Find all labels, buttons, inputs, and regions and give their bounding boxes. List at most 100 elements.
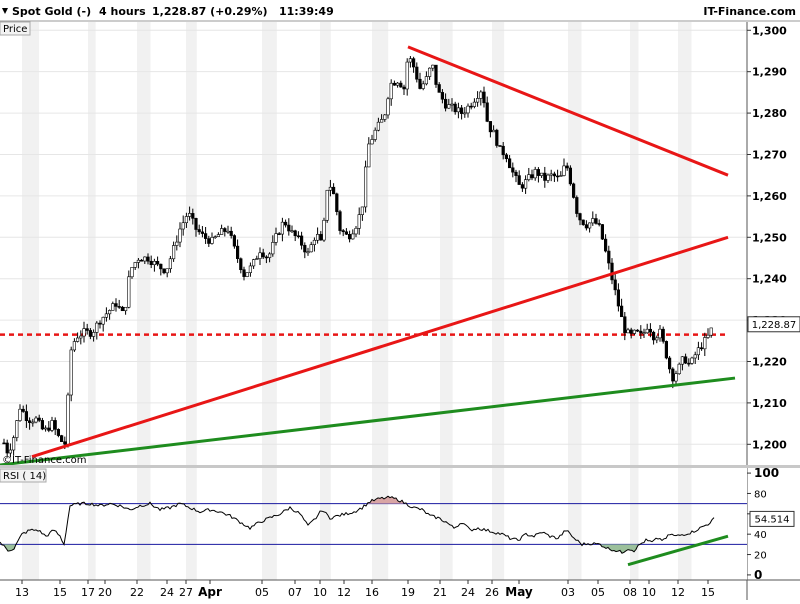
price-axis[interactable]: 1,2001,2101,2201,2301,2401,2501,2601,270…	[747, 24, 787, 451]
candle	[603, 234, 608, 253]
candle-body	[667, 357, 672, 370]
candle	[325, 189, 329, 223]
rsi-time-stripe	[678, 468, 692, 580]
candle	[674, 370, 678, 386]
candle-body	[664, 341, 668, 359]
candle-body	[59, 435, 64, 442]
candle-body	[603, 238, 608, 252]
time-tick-label: 15	[53, 586, 67, 599]
price-panel[interactable]: Price ©IT-Finance.com	[0, 21, 747, 467]
candle	[479, 90, 483, 106]
candle	[360, 206, 365, 221]
candle-body	[31, 421, 35, 424]
candle-body	[623, 316, 627, 334]
candle-body	[143, 256, 147, 262]
candle-body	[523, 179, 528, 189]
time-tick-label: 08	[623, 586, 637, 599]
candle-body	[114, 303, 118, 307]
candle	[696, 341, 700, 360]
candle	[623, 311, 627, 341]
candle	[12, 435, 16, 456]
candle	[108, 309, 112, 320]
candle-body	[162, 268, 166, 274]
candle-body	[536, 169, 540, 176]
time-axis[interactable]: 13 15 17 20 22 24 27 Apr 05 07 10 12 16 19 21 24 26 May 03…	[15, 580, 715, 599]
time-tick-label: 12	[337, 586, 351, 599]
candle	[175, 235, 179, 251]
candle-body	[610, 262, 614, 281]
candle-body	[108, 310, 112, 315]
candle-body	[258, 252, 262, 259]
candle	[482, 86, 486, 108]
candle-body	[290, 230, 294, 233]
candle	[344, 228, 349, 235]
candle-body	[111, 303, 115, 311]
chevron-down-icon[interactable]	[2, 8, 8, 14]
candle	[709, 327, 713, 338]
candle	[504, 152, 509, 163]
candle-body	[370, 139, 374, 145]
candle-body	[383, 114, 387, 120]
candle	[127, 270, 131, 309]
candle-body	[363, 166, 368, 208]
candle-body	[655, 337, 659, 341]
candle-body	[549, 173, 553, 176]
candle	[408, 56, 413, 68]
candle	[626, 327, 630, 334]
candle	[693, 351, 697, 364]
candle	[440, 89, 445, 104]
candle	[15, 420, 19, 442]
candle-body	[530, 174, 534, 179]
candle-body	[568, 167, 572, 185]
candle-body	[511, 167, 515, 173]
time-stripe	[186, 22, 197, 465]
candle-body	[197, 229, 201, 233]
candle	[629, 327, 633, 339]
candle	[178, 222, 182, 248]
candle	[72, 338, 76, 352]
candle	[152, 258, 157, 272]
candle-body	[248, 265, 253, 273]
candle	[706, 328, 710, 339]
candle-body	[72, 341, 76, 351]
candle	[341, 228, 345, 237]
candle	[130, 266, 134, 279]
panel-splitter[interactable]	[0, 465, 800, 468]
brand-label: IT-Finance.com	[703, 5, 796, 18]
candle-body	[709, 327, 713, 336]
candle-body	[306, 251, 310, 254]
candle-body	[472, 101, 477, 107]
time-tick-label: 15	[701, 586, 715, 599]
candle-body	[277, 233, 281, 235]
candle	[495, 128, 499, 148]
candle-body	[5, 442, 9, 454]
candle	[475, 91, 480, 107]
instrument-name[interactable]: Spot Gold (-)	[12, 5, 91, 18]
candle	[427, 67, 432, 80]
candle-body	[683, 356, 688, 364]
candle	[450, 98, 454, 112]
candle-body	[581, 219, 585, 225]
candle-body	[703, 337, 707, 350]
rsi-panel[interactable]: RSI ( 14)	[0, 468, 747, 580]
candle-body	[331, 186, 336, 195]
candle	[133, 261, 137, 271]
candle	[335, 192, 339, 216]
candle-body	[213, 236, 217, 238]
interval-label[interactable]: 4 hours	[99, 5, 146, 18]
candle-body	[341, 230, 345, 233]
candle	[271, 235, 275, 257]
candle	[523, 175, 528, 194]
candle	[680, 356, 684, 371]
candle-body	[175, 241, 179, 246]
price-panel-tab[interactable]	[0, 21, 31, 36]
candle	[447, 98, 451, 109]
candle	[658, 325, 662, 342]
candle	[85, 323, 89, 335]
candle	[594, 213, 598, 225]
candle-body	[677, 363, 681, 375]
rsi-panel-tab[interactable]	[0, 468, 47, 483]
candle	[104, 307, 108, 322]
candle-body	[437, 84, 441, 93]
rsi-time-stripe	[630, 468, 639, 580]
